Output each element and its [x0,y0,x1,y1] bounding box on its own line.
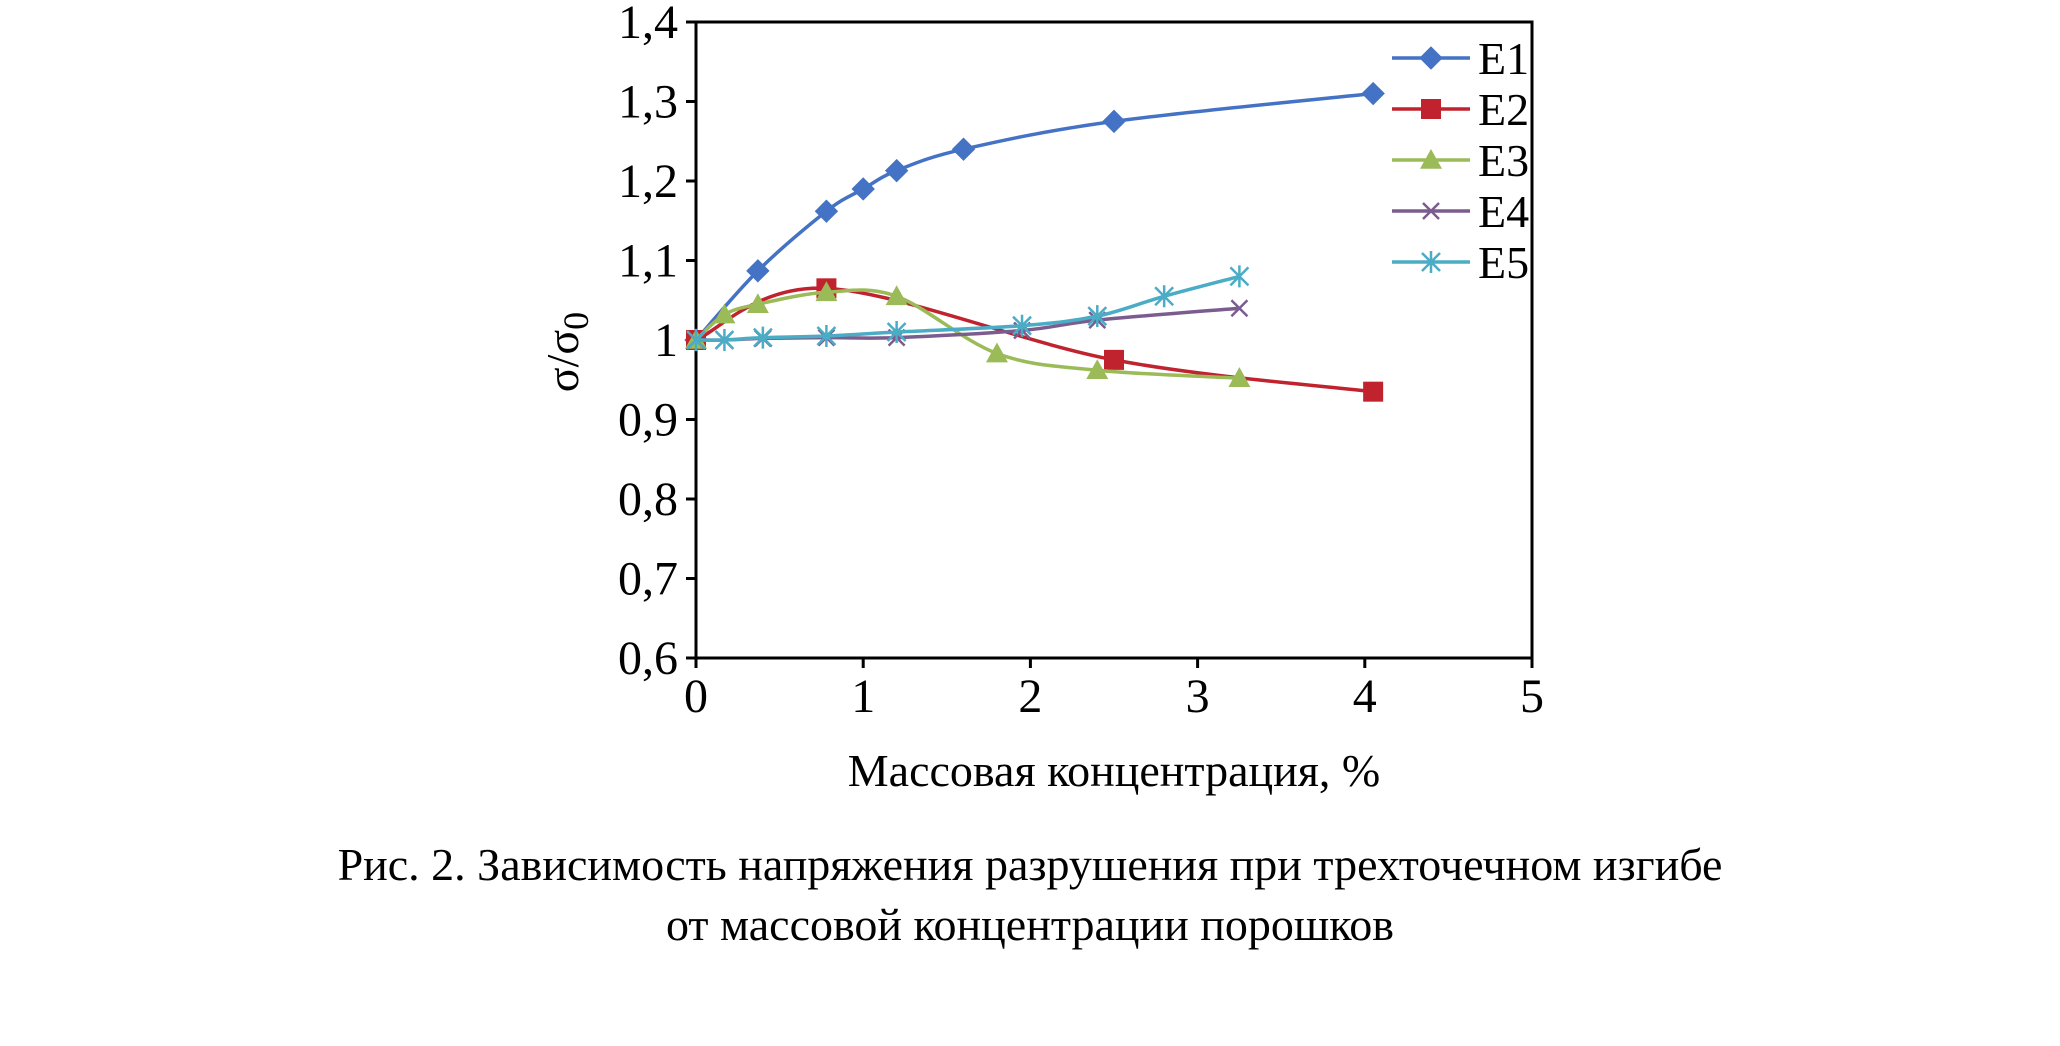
data-point [1229,265,1250,288]
data-point [713,303,736,324]
y-tick-label: 1,1 [618,235,678,288]
data-point [985,342,1008,363]
data-point [814,199,839,223]
y-tick-label: 0,8 [618,473,678,526]
legend-item-E5: E5 [1392,237,1529,288]
legend-label: E4 [1478,186,1529,237]
figure-caption-line2: от массовой концентрации порошков [665,899,1395,950]
data-point [746,293,769,314]
data-point [752,326,773,349]
figure-caption-line1: Рис. 2. Зависимость напряжения разрушени… [337,839,1723,890]
legend-item-E4: E4 [1392,186,1529,237]
data-point [1228,367,1251,387]
data-point [1012,314,1032,337]
legend-marker [1422,202,1440,220]
data-point [816,325,837,348]
y-tick-label: 1,2 [618,155,678,208]
data-point [851,177,875,201]
y-tick-label: 1,4 [618,0,678,49]
data-point [1087,305,1108,328]
x-tick-label: 4 [1353,670,1377,723]
data-point [1363,381,1384,402]
legend-label: E2 [1478,84,1529,135]
data-point [815,281,838,302]
legend-item-E3: E3 [1392,135,1529,186]
data-point [951,137,976,161]
y-tick-label: 1,3 [618,76,678,129]
legend-label: E5 [1478,237,1529,288]
data-point [884,158,909,183]
x-axis: 0 1 2 3 4 5 [684,658,1544,723]
series-layer [684,81,1385,402]
x-tick-label: 0 [684,670,708,723]
x-tick-label: 1 [851,670,875,723]
data-point [714,329,735,351]
y-axis-title-main: σ/σ [537,330,588,393]
legend-label: E3 [1478,135,1529,186]
x-tick-label: 3 [1186,670,1210,723]
data-point [1086,359,1109,380]
data-point [686,329,706,351]
data-point [1361,81,1385,106]
data-point [1102,109,1126,134]
y-tick-label: 0,6 [618,632,678,685]
y-axis: 0,6 0,7 0,8 0,9 1 1,1 1,2 1,3 1,4 [618,0,696,685]
series-E5 [686,265,1250,351]
y-axis-title: σ/σ0 [537,312,596,392]
data-point [1104,349,1124,370]
legend-marker [1419,46,1443,70]
data-point [746,259,770,283]
y-tick-label: 1 [654,314,678,367]
legend-item-E2: E2 [1392,84,1529,135]
y-tick-label: 0,7 [618,553,678,606]
x-tick-label: 5 [1520,670,1544,723]
legend-marker [1421,99,1441,119]
data-point [885,285,908,306]
data-point [1154,285,1175,308]
data-point [886,321,907,344]
x-tick-label: 2 [1018,670,1042,723]
legend-marker [1421,251,1441,273]
legend-item-E1: E1 [1392,33,1529,84]
y-axis-title-sub: 0 [556,312,596,330]
legend-marker [1420,149,1442,169]
legend-label: E1 [1478,33,1529,84]
series-line [695,274,1240,342]
data-point [1230,299,1249,318]
x-axis-title: Массовая концентрация, % [848,745,1380,796]
y-tick-label: 0,9 [618,394,678,447]
